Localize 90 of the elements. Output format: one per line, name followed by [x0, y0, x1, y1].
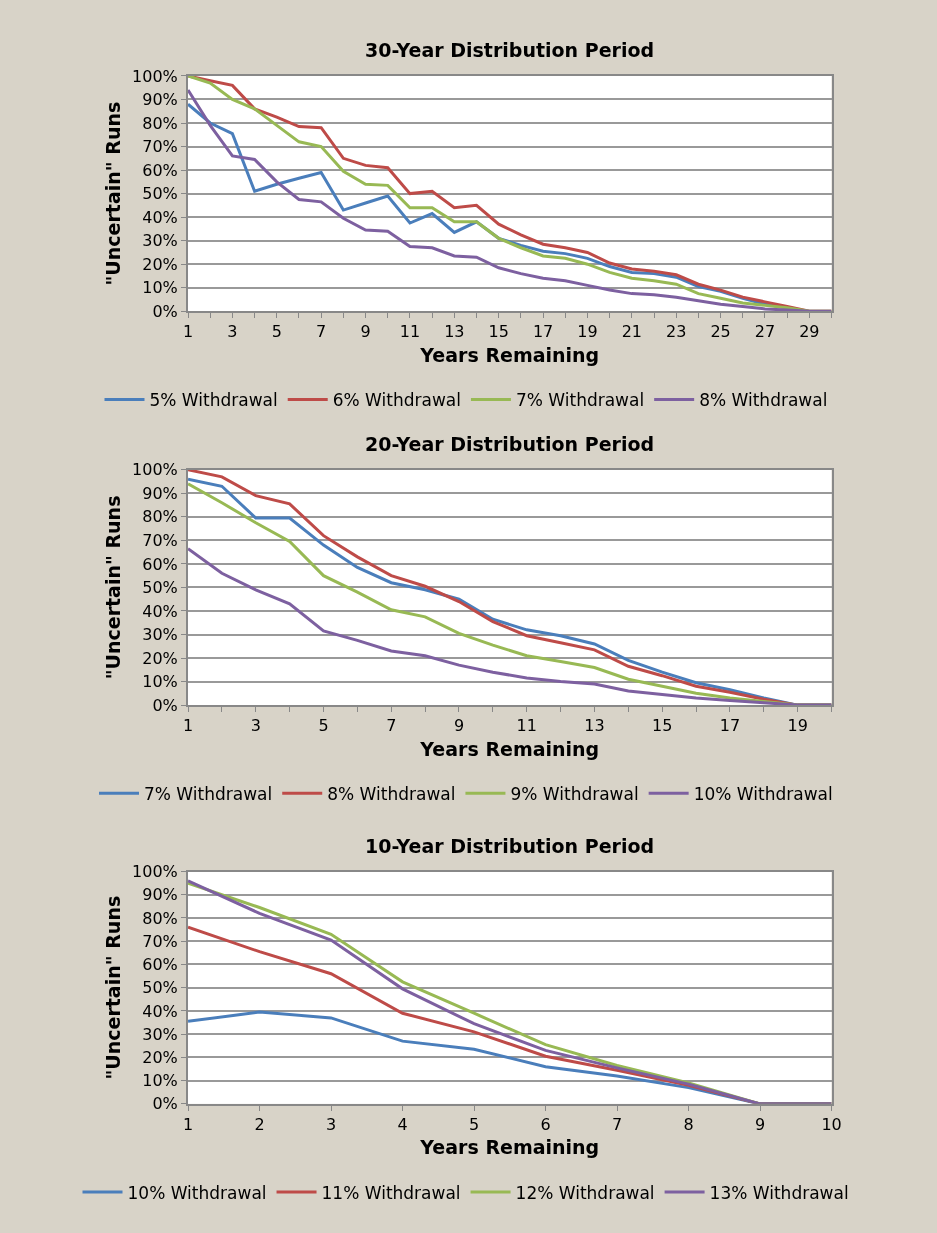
- legend-label: 5% Withdrawal: [149, 390, 278, 411]
- y-tick-label: 60%: [142, 955, 178, 975]
- x-tick-label: 1: [182, 716, 194, 736]
- legend-label: 11% Withdrawal: [321, 1182, 461, 1203]
- x-axis-title: Years Remaining: [419, 343, 600, 366]
- y-tick-label: 50%: [142, 978, 178, 998]
- x-tick-label: 10: [821, 1115, 842, 1135]
- x-tick-label: 19: [577, 322, 598, 342]
- y-axis-title: "Uncertain" Runs: [102, 895, 125, 1080]
- legend-label: 8% Withdrawal: [699, 390, 828, 411]
- x-tick-label: 9: [453, 716, 465, 736]
- y-tick-label: 30%: [142, 625, 178, 645]
- legend-label: 12% Withdrawal: [515, 1182, 655, 1203]
- chart-title: 10-Year Distribution Period: [365, 835, 655, 857]
- y-tick-label: 80%: [142, 908, 178, 928]
- x-tick-label: 1: [182, 1115, 194, 1135]
- x-tick-label: 11: [516, 716, 537, 736]
- x-tick-label: 9: [360, 322, 371, 342]
- x-tick-label: 7: [386, 716, 397, 736]
- x-tick-label: 5: [318, 716, 329, 736]
- legend-label: 10% Withdrawal: [693, 783, 833, 804]
- legend-label: 10% Withdrawal: [127, 1182, 267, 1203]
- chart-title: 20-Year Distribution Period: [365, 433, 655, 455]
- legend-label: 8% Withdrawal: [327, 783, 456, 804]
- y-axis-title: "Uncertain" Runs: [102, 101, 125, 286]
- legend-label: 9% Withdrawal: [510, 783, 639, 804]
- chart-title: 30-Year Distribution Period: [365, 39, 655, 61]
- y-tick-label: 40%: [142, 601, 178, 621]
- x-tick-label: 7: [316, 322, 327, 342]
- y-tick-label: 40%: [142, 207, 178, 227]
- y-tick-label: 50%: [142, 184, 178, 204]
- y-tick-label: 70%: [142, 530, 178, 550]
- y-tick-label: 100%: [132, 862, 178, 882]
- x-tick-label: 5: [468, 1115, 480, 1135]
- line-series: [188, 547, 832, 706]
- legend-label: 6% Withdrawal: [332, 390, 461, 411]
- x-tick-label: 7: [611, 1115, 623, 1135]
- x-tick-label: 3: [325, 1115, 337, 1135]
- x-tick-label: 1: [182, 322, 194, 342]
- y-tick-label: 90%: [142, 483, 178, 503]
- x-tick-label: 5: [271, 322, 282, 342]
- x-tick-label: 21: [621, 322, 643, 342]
- x-axis-title: Years Remaining: [419, 737, 600, 760]
- y-tick-label: 0%: [152, 301, 178, 321]
- x-tick-label: 3: [250, 716, 261, 736]
- y-tick-label: 80%: [142, 113, 178, 133]
- x-tick-label: 17: [532, 322, 554, 342]
- x-tick-label: 4: [397, 1115, 408, 1135]
- x-tick-label: 17: [719, 716, 741, 736]
- y-tick-label: 10%: [142, 278, 178, 298]
- y-tick-label: 20%: [142, 254, 178, 274]
- y-tick-label: 20%: [142, 1047, 178, 1067]
- x-tick-label: 25: [710, 322, 731, 342]
- x-tick-label: 13: [444, 322, 465, 342]
- y-tick-label: 60%: [142, 160, 178, 180]
- x-tick-label: 8: [683, 1115, 694, 1135]
- x-tick-label: 27: [754, 322, 776, 342]
- y-tick-label: 100%: [132, 460, 178, 480]
- x-tick-label: 19: [787, 716, 808, 736]
- y-tick-label: 90%: [142, 885, 178, 905]
- y-tick-label: 40%: [142, 1001, 178, 1021]
- y-tick-label: 90%: [142, 90, 178, 110]
- y-tick-label: 100%: [132, 66, 178, 86]
- y-tick-label: 70%: [142, 137, 178, 157]
- y-tick-label: 70%: [142, 931, 178, 951]
- y-tick-label: 10%: [142, 1071, 178, 1091]
- y-tick-label: 0%: [152, 1094, 178, 1114]
- x-tick-label: 15: [652, 716, 673, 736]
- x-tick-label: 11: [399, 322, 421, 342]
- y-tick-label: 0%: [152, 695, 178, 715]
- x-tick-label: 3: [227, 322, 238, 342]
- legend-label: 7% Withdrawal: [144, 783, 273, 804]
- x-tick-label: 15: [488, 322, 509, 342]
- legend-label: 7% Withdrawal: [515, 390, 645, 411]
- y-tick-label: 80%: [142, 507, 178, 527]
- x-tick-label: 13: [584, 716, 605, 736]
- x-tick-label: 2: [254, 1115, 265, 1135]
- y-tick-label: 20%: [142, 648, 178, 668]
- y-tick-label: 50%: [142, 578, 178, 598]
- y-tick-label: 10%: [142, 672, 178, 692]
- x-tick-label: 6: [540, 1115, 551, 1135]
- x-tick-label: 9: [754, 1115, 766, 1135]
- x-tick-label: 23: [666, 322, 687, 342]
- y-tick-label: 30%: [142, 231, 178, 251]
- y-tick-label: 60%: [142, 554, 178, 574]
- y-axis-title: "Uncertain" Runs: [102, 495, 125, 680]
- y-tick-label: 30%: [142, 1024, 178, 1044]
- x-axis-title: Years Remaining: [419, 1136, 600, 1159]
- x-tick-label: 29: [799, 322, 820, 342]
- legend-label: 13% Withdrawal: [709, 1182, 849, 1203]
